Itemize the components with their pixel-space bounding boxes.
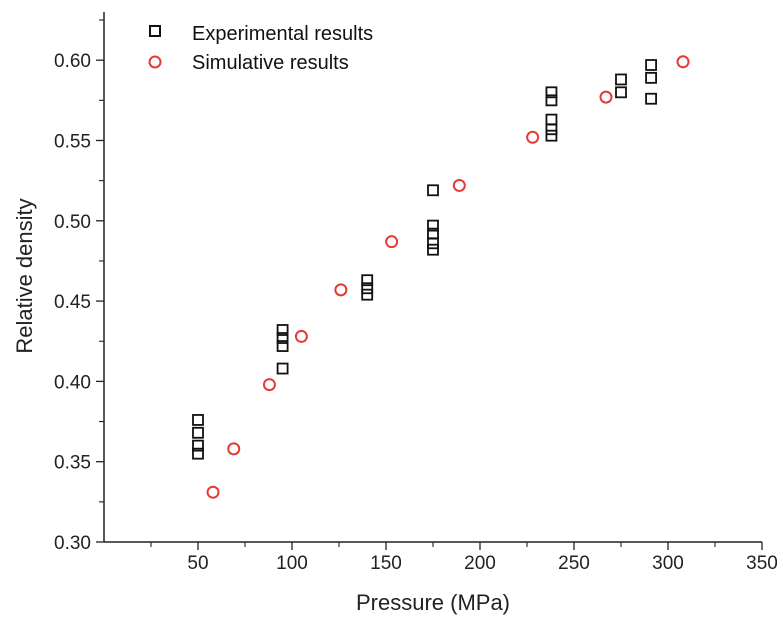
experimental-point (427, 237, 439, 250)
experimental-point (192, 426, 204, 439)
y-axis-title: Relative density (12, 198, 37, 353)
experimental-point (361, 282, 374, 295)
legend-marker-simulative (148, 55, 162, 69)
simulative-point (526, 130, 540, 144)
experimental-point (615, 86, 627, 99)
experimental-point (645, 59, 657, 71)
simulative-point (599, 90, 613, 104)
y-tick-label: 0.35 (54, 453, 91, 474)
experimental-point (361, 274, 374, 287)
simulative-point (206, 485, 220, 499)
axes: 50 100 150 200 250 300 350 0.30 0.35 0.40 0.45 0.50… (54, 12, 778, 574)
legend-label-experimental: Experimental results (192, 23, 373, 45)
experimental-point (545, 113, 558, 126)
experimental-point (645, 92, 657, 105)
simulative-point (385, 235, 399, 249)
legend: Experimental results Simulative results (148, 23, 373, 74)
experimental-point (276, 332, 289, 344)
experimental-point (427, 219, 439, 232)
x-tick-label: 150 (370, 553, 402, 574)
y-tick-label: 0.45 (54, 292, 91, 313)
experimental-point (192, 439, 204, 452)
experimental-point (427, 227, 439, 240)
legend-marker-experimental (149, 25, 161, 37)
experimental-point (615, 73, 627, 86)
y-tick-label: 0.60 (54, 51, 91, 72)
simulative-point (452, 178, 466, 192)
experimental-point (192, 447, 204, 460)
simulative-point (334, 283, 348, 297)
experimental-point (545, 86, 558, 99)
simulative-point (227, 442, 241, 456)
experimental-point (276, 340, 289, 352)
experimental-point (192, 414, 204, 426)
y-tick-label: 0.30 (54, 533, 91, 554)
x-tick-label: 300 (652, 553, 684, 574)
experimental-point (427, 243, 439, 256)
y-tick-label: 0.55 (54, 131, 91, 152)
plot-area (192, 55, 690, 499)
experimental-point (276, 324, 289, 336)
x-tick-label: 350 (746, 553, 778, 574)
x-tick-label: 250 (558, 553, 590, 574)
x-tick-label: 100 (276, 553, 308, 574)
experimental-point (545, 94, 558, 107)
legend-label-simulative: Simulative results (192, 52, 349, 74)
experimental-point (276, 362, 289, 375)
experimental-point (545, 129, 558, 142)
y-tick-label: 0.40 (54, 372, 91, 393)
x-tick-label: 50 (187, 553, 208, 574)
y-tick-label: 0.50 (54, 212, 91, 233)
x-tick-label: 200 (464, 553, 496, 574)
experimental-point (361, 288, 374, 301)
simulative-point (294, 329, 308, 343)
experimental-point (427, 184, 439, 197)
experimental-point (645, 71, 657, 84)
simulative-point (262, 378, 276, 392)
simulative-point (676, 55, 690, 69)
experimental-point (545, 123, 558, 136)
x-axis-title: Pressure (MPa) (356, 590, 510, 615)
